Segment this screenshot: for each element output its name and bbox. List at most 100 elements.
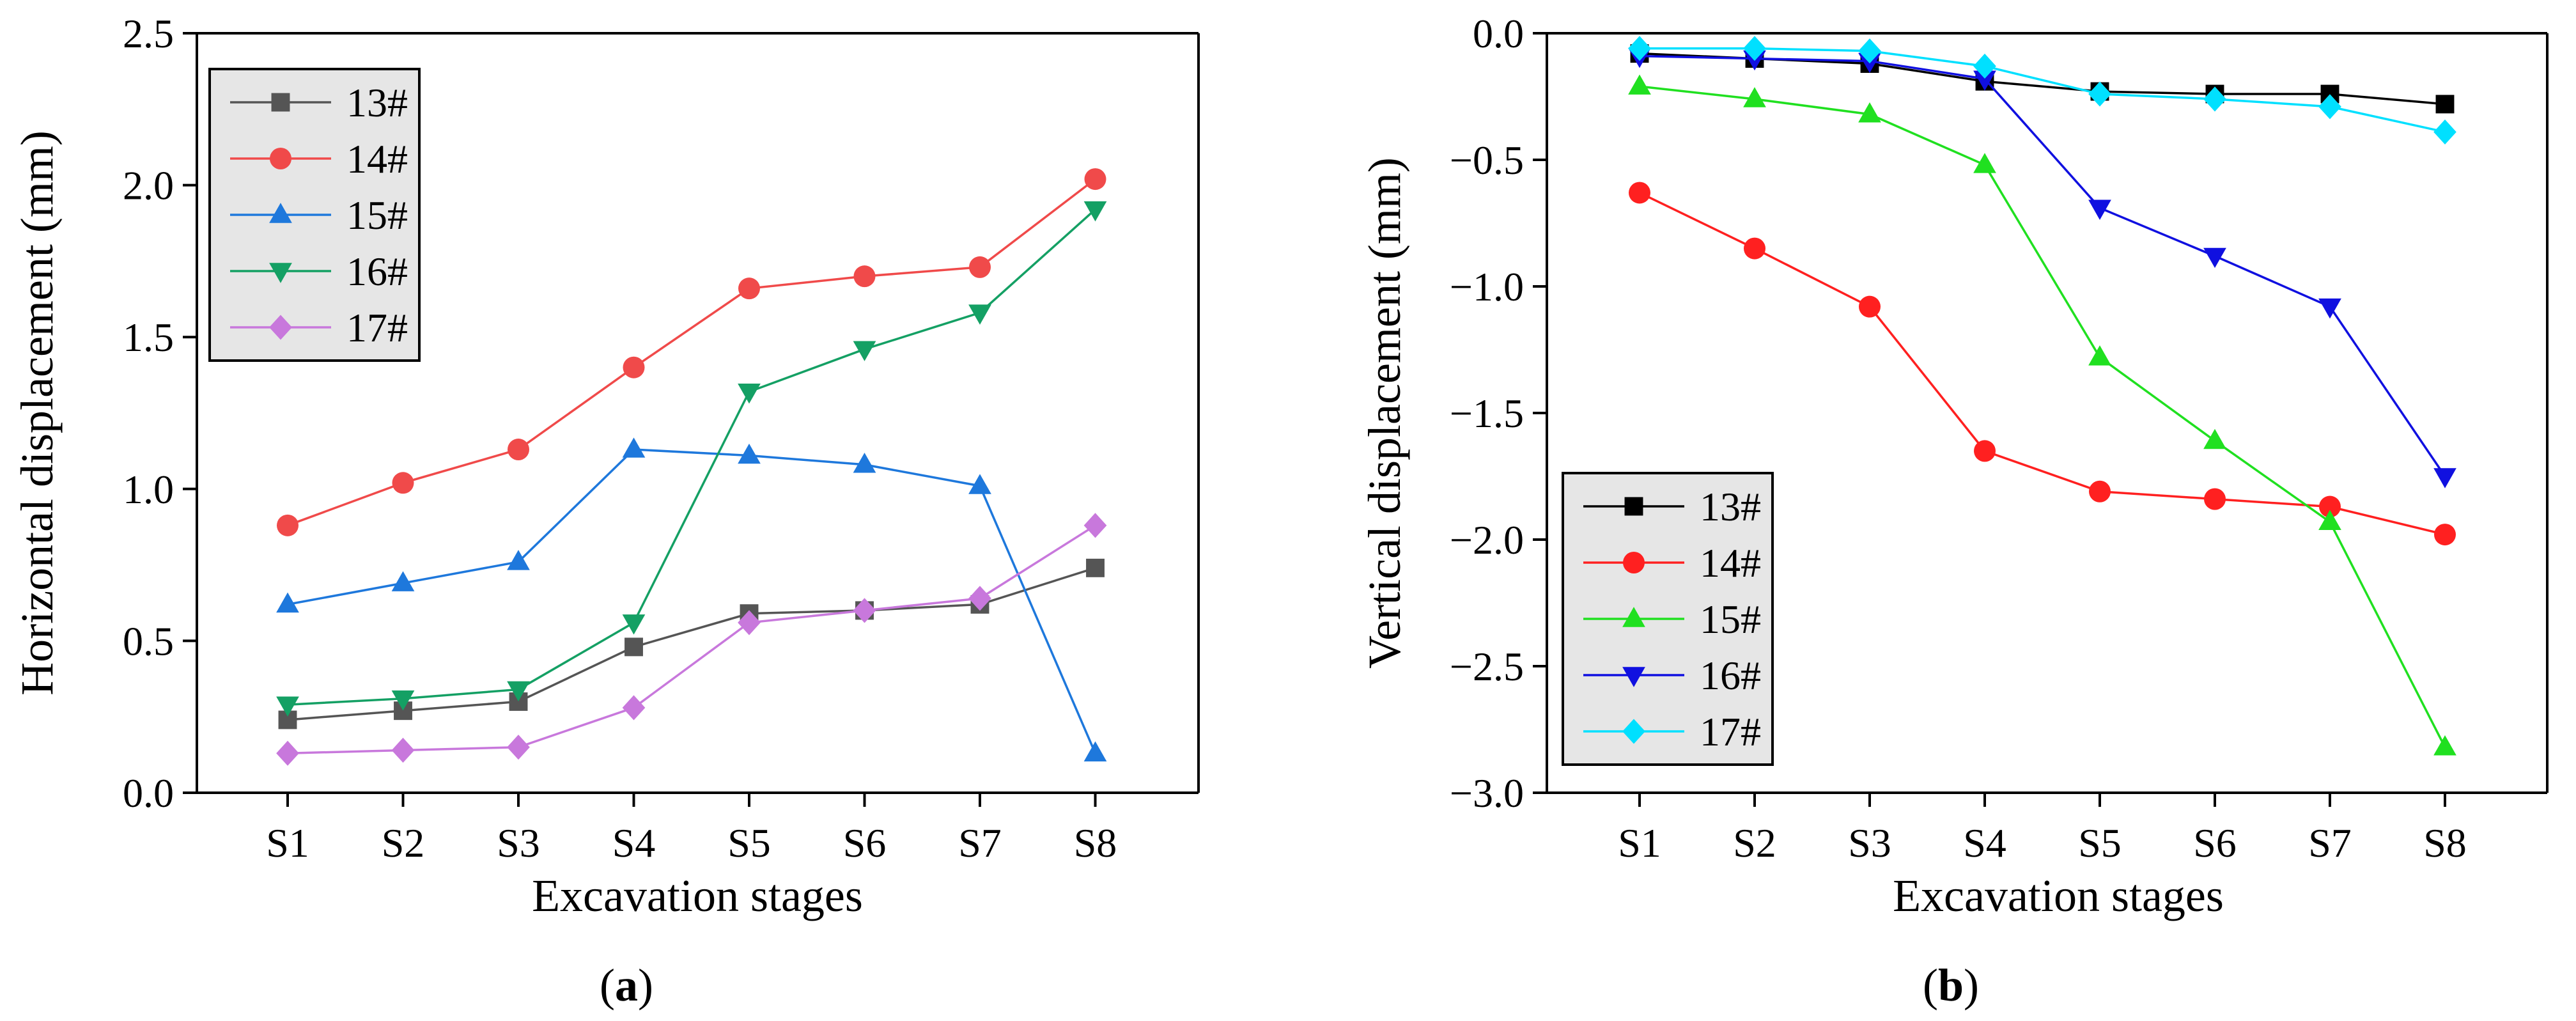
chart-a-x-tick-label: S4 [612,820,656,866]
chart-b-data-point [2088,81,2111,107]
chart-b-legend-label: 13# [1700,484,1761,529]
chart-a-data-point [853,265,876,288]
chart-b-legend-label: 17# [1700,709,1761,754]
chart-a-data-point [391,690,415,711]
chart-a-series-2 [276,437,1107,761]
chart-b-y-tick-label: −2.5 [1450,644,1524,689]
chart-b-data-point [2089,480,2111,503]
chart-a-legend-marker [269,263,292,283]
chart-b-series-2 [1628,74,2456,756]
chart-a-x-tick-label: S8 [1074,820,1117,866]
chart-a-data-point [392,472,414,494]
chart-a-data-point [276,740,299,766]
chart-b-x-tick-label: S7 [2308,820,2352,866]
chart-b-data-point [2203,247,2226,269]
chart-a-x-tick-label: S6 [843,820,887,866]
chart-b-legend-marker [1622,607,1645,627]
chart-b-data-point [2433,735,2456,756]
chart-a-x-axis-title: Excavation stages [532,870,863,921]
chart-a-y-tick-label: 2.0 [123,163,174,208]
chart-a-data-point [1083,513,1107,538]
chart-b-x-ticks: S1 S2 S3 S4 S5 S6 S7 S8 [1618,793,2467,866]
chart-b-x-tick-label: S4 [1963,820,2006,866]
chart-a-y-tick-label: 2.5 [123,11,174,56]
chart-b-legend-item: 13# [1583,484,1761,529]
chart-b-legend-item: 15# [1583,596,1761,642]
chart-a-legend: 13# 14# 15# 16# 17# [208,68,421,362]
chart-a-legend-label: 15# [346,192,408,238]
chart-b-data-point [1859,295,1881,318]
chart-a-legend-marker [269,315,292,340]
chart-b-legend-marker [1624,497,1643,516]
chart-a-series-line [287,524,1096,754]
chart-a-y-tick-label: 1.0 [123,467,174,512]
chart-a-legend-label: 16# [346,249,408,294]
chart-a-data-point [853,453,876,473]
chart-b-data-point [2318,94,2341,120]
chart-a-data-point [1086,558,1105,577]
chart-b-series-4 [1628,36,2456,144]
chart-a-data-point [623,356,645,378]
chart-a-data-point [968,586,991,611]
chart-b-data-point [2434,524,2456,546]
chart-a: 0.0 0.5 1.0 1.5 2.0 2.5 S1 S2 S3 S4 S5 S6 S7 S8 Exca… [12,11,1200,1011]
chart-b-x-tick-label: S1 [1618,820,1661,866]
chart-b-data-point [2318,510,2341,531]
chart-b-legend-marker [1622,719,1645,744]
chart-a-data-point [622,437,646,458]
chart-b-series [1628,36,2456,756]
chart-a-x-tick-label: S3 [497,820,540,866]
chart-a-series-1 [277,168,1106,536]
chart-a-series-4 [276,513,1107,766]
panel-label-a: (a) [600,960,653,1011]
chart-b-y-tick-label: −1.0 [1450,264,1524,309]
chart-b-legend: 13# 14# 15# 16# 17# [1562,472,1774,766]
chart-b-data-point [1974,440,1996,462]
chart-a-data-point [738,383,761,404]
chart-b-legend-label: 15# [1700,596,1761,642]
chart-b-data-point [2319,495,2341,518]
chart-a-legend-label: 13# [346,80,408,125]
chart-b-y-ticks: −3.0 −2.5 −2.0 −1.5 −1.0 −0.5 0.0 [1450,11,1547,816]
chart-a-data-point [507,550,530,570]
chart-a-data-point [276,696,299,717]
chart-b-y-tick-label: −1.5 [1450,391,1524,436]
chart-b-legend-marker [1622,667,1645,687]
chart-b-x-tick-label: S6 [2193,820,2237,866]
chart-a-legend-label: 17# [346,305,408,350]
chart-b-legend-marker [1623,552,1645,573]
chart-b-data-point [2318,298,2341,319]
chart-b-data-point [1629,182,1650,204]
chart-a-series [276,168,1107,766]
chart-a-series-3 [276,201,1107,717]
chart-b-data-point [2433,119,2456,144]
chart-b-legend-item: 17# [1583,709,1761,754]
chart-a-data-point [507,681,530,702]
chart-b-y-tick-label: −3.0 [1450,770,1524,816]
chart-b-data-point [1743,87,1766,107]
chart-a-x-tick-label: S7 [958,820,1002,866]
chart-b-legend-label: 14# [1700,540,1761,586]
chart-b-x-axis-title: Excavation stages [1893,870,2224,921]
chart-b-legend-label: 16# [1700,653,1761,698]
chart-b-series-line [1639,54,2446,477]
chart-a-data-point [391,571,415,591]
chart-a-y-tick-label: 0.5 [123,618,174,664]
chart-a-data-point [508,439,529,461]
panel-label-b: (b) [1923,960,1979,1011]
chart-b-data-point [1858,102,1881,123]
chart-a-data-point [969,256,991,278]
chart-b-data-point [1973,70,1996,91]
chart-a-legend-item: 17# [230,305,408,350]
chart-b-x-tick-label: S2 [1733,820,1776,866]
chart-a-series-line [287,448,1097,754]
chart-b-data-point [2204,488,2226,510]
chart-a-data-point [276,592,299,613]
chart-a-data-point [738,443,761,464]
chart-b-data-point [2088,345,2111,366]
chart-a-data-point [1084,168,1106,191]
chart-a-legend-item: 15# [230,192,408,238]
chart-b-data-point [1744,237,1765,260]
chart-b-x-tick-label: S5 [2078,820,2122,866]
chart-b-legend-item: 16# [1583,653,1761,698]
